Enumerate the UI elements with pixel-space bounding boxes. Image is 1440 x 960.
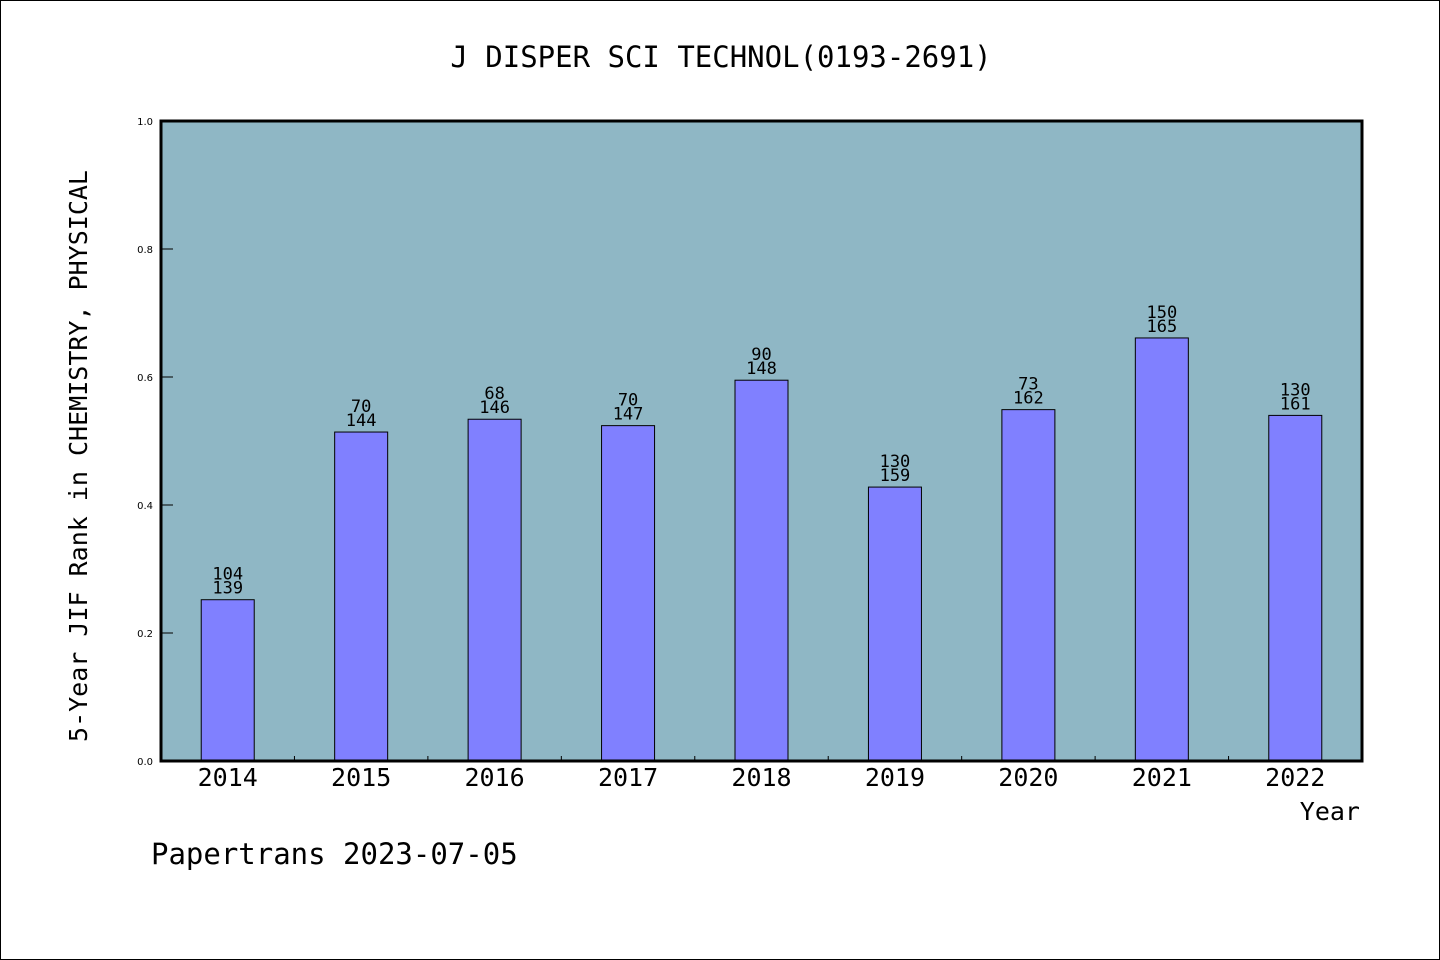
bar-total-label: 165	[1146, 317, 1177, 337]
bar	[334, 431, 389, 762]
bar-rank-label: 68	[484, 384, 504, 404]
bar	[1134, 337, 1189, 762]
bar	[1268, 414, 1323, 762]
bar	[867, 486, 922, 762]
y-tick-label: 0.0	[137, 757, 153, 768]
bar-total-label: 159	[880, 466, 911, 486]
bar-total-label: 139	[212, 579, 243, 599]
bar-rank-label: 150	[1146, 303, 1177, 323]
bar-total-label: 148	[746, 359, 777, 379]
x-tick-label: 2021	[1132, 763, 1192, 792]
bar	[601, 425, 656, 762]
x-axis-label: Year	[1300, 797, 1360, 826]
x-tick-label: 2017	[598, 763, 658, 792]
bar	[200, 599, 255, 762]
y-tick-label: 1.0	[137, 117, 153, 128]
bar-rank-label: 130	[1280, 380, 1311, 400]
x-axis-ticks: 2014 2015 2016 2017 2018 2019 2020 2021 2022	[198, 756, 1325, 792]
bar-total-label: 162	[1013, 389, 1044, 409]
bar-rank-label: 70	[351, 397, 371, 417]
bar-total-label: 146	[479, 398, 510, 418]
y-tick-label: 0.2	[137, 629, 153, 640]
x-tick-label: 2020	[998, 763, 1058, 792]
footer-credit: Papertrans 2023-07-05	[151, 837, 518, 871]
y-tick-label: 0.8	[137, 245, 153, 256]
y-axis-label: 5-Year JIF Rank in CHEMISTRY, PHYSICAL	[64, 170, 93, 742]
bar	[467, 418, 522, 762]
chart-title: J DISPER SCI TECHNOL(0193-2691)	[450, 40, 991, 74]
x-tick-label: 2022	[1265, 763, 1325, 792]
x-tick-label: 2019	[865, 763, 925, 792]
plot-frame	[159, 119, 1364, 763]
x-tick-label: 2016	[465, 763, 525, 792]
bar-total-label: 161	[1280, 394, 1311, 414]
bar-rank-label: 70	[618, 391, 638, 411]
x-tick-label: 2015	[331, 763, 391, 792]
bar	[734, 379, 789, 762]
bar-total-label: 144	[346, 411, 377, 431]
y-tick-label: 0.6	[137, 373, 153, 384]
bar	[1001, 409, 1056, 762]
y-axis-ticks: 0.0 0.2 0.4 0.6 0.8 1.0	[137, 117, 173, 768]
y-tick-label: 0.4	[137, 501, 153, 512]
x-tick-label: 2018	[731, 763, 791, 792]
bar-total-label: 147	[613, 405, 644, 425]
bar-rank-label: 73	[1018, 375, 1038, 395]
x-tick-label: 2014	[198, 763, 258, 792]
bar-rank-label: 104	[212, 565, 243, 585]
bar-rank-label: 90	[751, 345, 771, 365]
bar-rank-label: 130	[880, 452, 911, 472]
